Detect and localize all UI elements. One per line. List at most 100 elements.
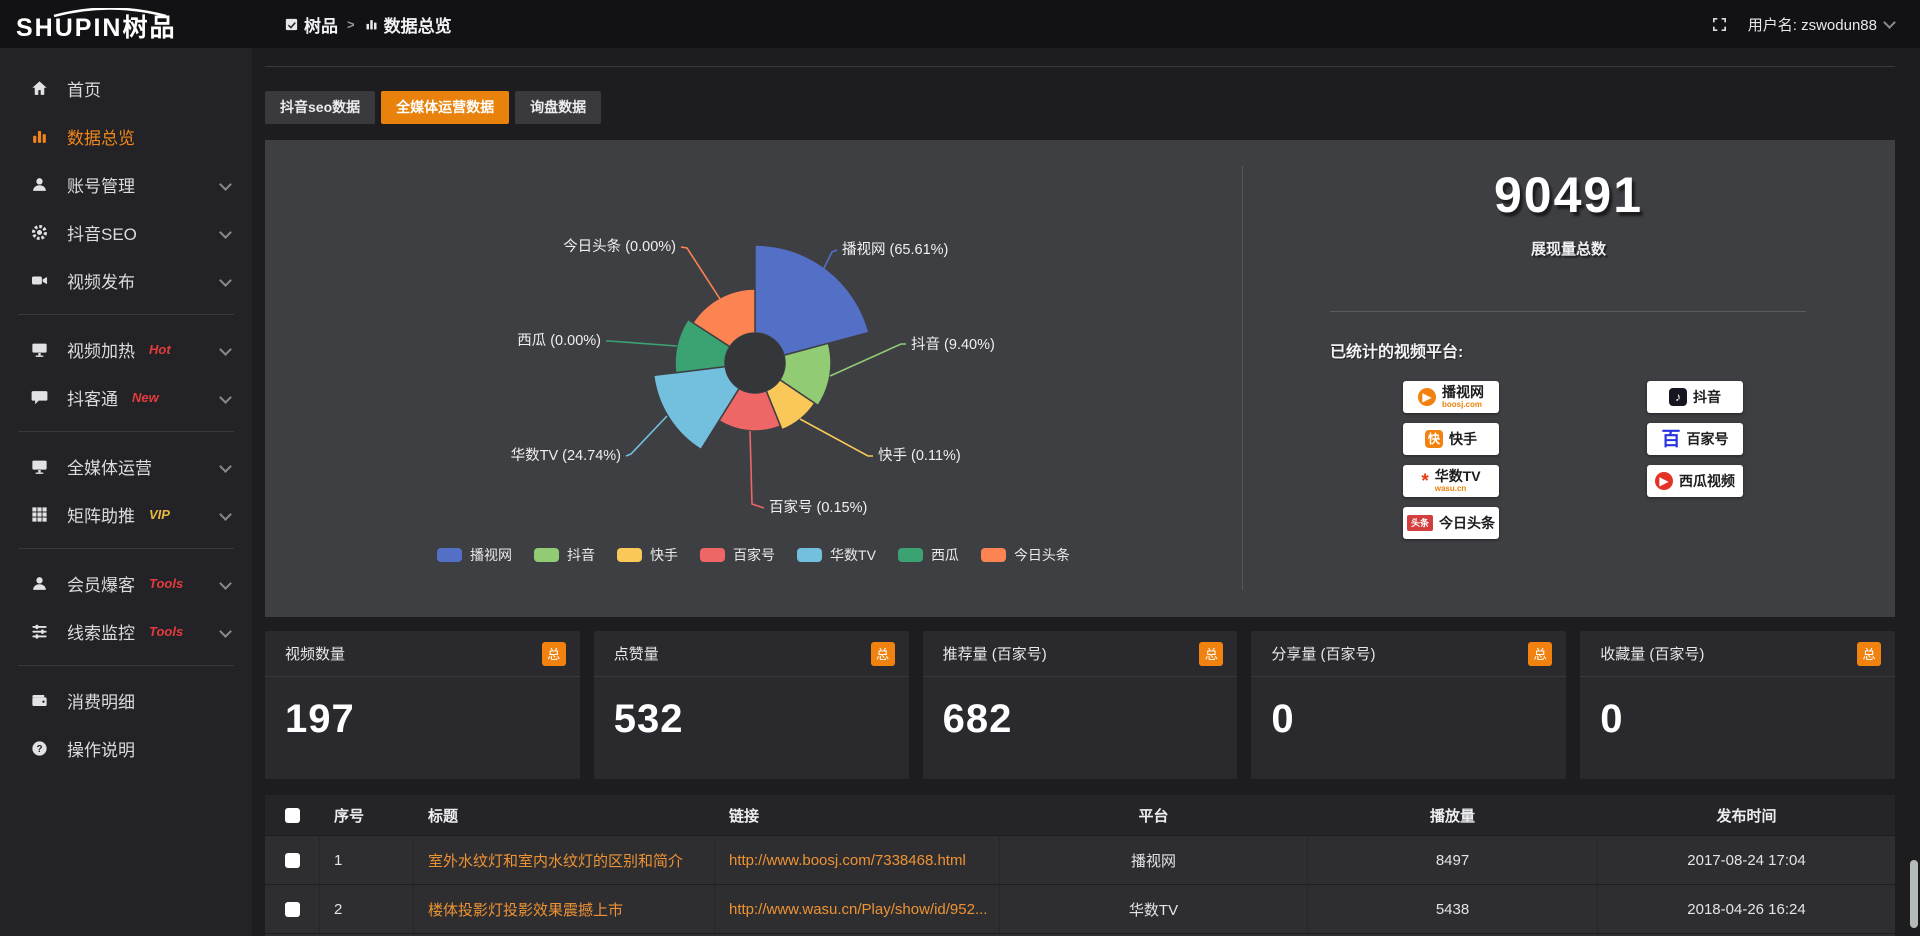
sidebar-divider xyxy=(18,665,234,666)
monitor-icon xyxy=(30,457,52,476)
sidebar-item-douketong[interactable]: 抖客通 New xyxy=(0,373,252,421)
sidebar-item-douyin-seo[interactable]: 抖音SEO xyxy=(0,208,252,256)
video-url-link[interactable]: http://www.boosj.com/7338468.html xyxy=(729,851,966,869)
total-badge[interactable]: 总 xyxy=(870,641,895,666)
fullscreen-icon[interactable] xyxy=(1711,16,1728,33)
tab-douyin-seo-data[interactable]: 抖音seo数据 xyxy=(265,91,376,124)
legend-item-华数TV[interactable]: 华数TV xyxy=(797,545,876,565)
pie-slice-华数TV[interactable] xyxy=(652,365,741,451)
table-row: 1 室外水纹灯和室内水纹灯的区别和简介 http://www.boosj.com/7… xyxy=(265,836,1895,885)
table-header-cell: 标题 xyxy=(414,795,715,835)
sidebar-item-matrix-boost[interactable]: 矩阵助推 VIP xyxy=(0,490,252,538)
platform-logo-kuaishou: 快 xyxy=(1425,430,1443,448)
total-impressions-label: 展现量总数 xyxy=(1530,241,1606,258)
table-cell: http://www.boosj.com/7338468.html xyxy=(715,836,1000,884)
chevron-down-icon xyxy=(219,339,232,359)
video-url-link[interactable]: http://www.wasu.cn/Play/show/id/952... xyxy=(729,900,988,918)
tab-inquiry-data[interactable]: 询盘数据 xyxy=(515,91,602,124)
sidebar-item-badge: Tools xyxy=(149,575,184,591)
chevron-down-icon xyxy=(219,387,232,407)
legend-label: 今日头条 xyxy=(1013,547,1070,563)
sidebar-item-label: 视频发布 xyxy=(67,272,135,292)
sidebar-item-data-overview[interactable]: 数据总览 xyxy=(0,112,252,160)
video-table: 序号 标题 链接 平台 播放量 发布时间 1 室外水纹灯和室内水纹灯的区别和简介 http://… xyxy=(265,795,1895,936)
label-leader-西瓜 xyxy=(606,340,678,347)
platform-badge-label: 今日头条 xyxy=(1439,515,1495,531)
legend-item-快手[interactable]: 快手 xyxy=(617,545,678,565)
gear-icon xyxy=(30,223,52,242)
platform-badge-boosj[interactable]: ▶ 播视网 boosj.com xyxy=(1403,381,1499,413)
sidebar-item-video-publish[interactable]: 视频发布 xyxy=(0,256,252,304)
platform-badge-wasu[interactable]: * 华数TV wasu.cn xyxy=(1403,465,1499,497)
row-checkbox[interactable] xyxy=(284,852,300,868)
sidebar-item-home[interactable]: 首页 xyxy=(0,64,252,112)
sidebar-item-account-manage[interactable]: 账号管理 xyxy=(0,160,252,208)
sidebar-item-consume-detail[interactable]: 消费明细 xyxy=(0,676,252,724)
legend-item-百家号[interactable]: 百家号 xyxy=(700,545,775,565)
sidebar-item-clue-monitor[interactable]: 线索监控 Tools xyxy=(0,607,252,655)
stat-card-header: 收藏量 (百家号) 总 xyxy=(1580,631,1895,677)
breadcrumb: 树品 > 数据总览 xyxy=(284,12,452,37)
legend-item-今日头条[interactable]: 今日头条 xyxy=(980,545,1070,565)
breadcrumb-separator: > xyxy=(347,16,355,32)
total-badge[interactable]: 总 xyxy=(1856,641,1881,666)
legend-label: 快手 xyxy=(650,547,679,563)
sidebar-item-label: 操作说明 xyxy=(67,740,135,760)
bar-chart-icon xyxy=(30,127,52,146)
stat-card-label: 分享量 (百家号) xyxy=(1271,646,1376,663)
table-cell: 2 xyxy=(320,885,414,933)
table-cell: 5438 xyxy=(1308,885,1598,933)
legend-item-西瓜[interactable]: 西瓜 xyxy=(897,545,959,565)
sidebar-item-label: 数据总览 xyxy=(67,128,135,148)
legend-item-播视网[interactable]: 播视网 xyxy=(437,545,512,565)
page-scrollbar[interactable] xyxy=(1910,860,1918,928)
stat-cards: 视频数量总 197 点赞量总 532 推荐量 (百家号) 总 682 分享量 (百家号) 总 0 收… xyxy=(265,631,1895,779)
platform-badge-toutiao[interactable]: 头条 今日头条 xyxy=(1403,507,1499,539)
legend-item-抖音[interactable]: 抖音 xyxy=(534,545,595,565)
sidebar-item-member-baoke[interactable]: 会员爆客 Tools xyxy=(0,559,252,607)
sidebar-item-video-heat[interactable]: 视频加热 Hot xyxy=(0,325,252,373)
user-icon xyxy=(30,574,52,593)
platform-badge-kuaishou[interactable]: 快快手 xyxy=(1403,423,1499,455)
platform-badge-douyin[interactable]: ♪ 抖音 xyxy=(1647,381,1743,413)
legend-swatch xyxy=(617,548,643,562)
platform-badge-text: 华数TV wasu.cn xyxy=(1435,469,1481,493)
video-title-link[interactable]: 室外水纹灯和室内水纹灯的区别和简介 xyxy=(428,852,684,870)
total-badge[interactable]: 总 xyxy=(541,641,566,666)
table-header-cell: 链接 xyxy=(715,795,1000,835)
chevron-down-icon xyxy=(219,621,232,641)
user-menu[interactable]: 用户名: zswodun88 xyxy=(1748,14,1896,35)
platform-badge-xigua[interactable]: ▶ 西瓜视频 xyxy=(1647,465,1743,497)
sliders-icon xyxy=(30,622,52,641)
row-checkbox[interactable] xyxy=(284,901,300,917)
breadcrumb-item-home[interactable]: 树品 xyxy=(284,12,338,37)
total-badge[interactable]: 总 xyxy=(1528,641,1553,666)
platform-badge-label: 播视网 xyxy=(1442,384,1484,400)
sidebar-item-label: 全媒体运营 xyxy=(67,458,152,478)
legend-swatch xyxy=(700,548,726,562)
stat-card-like-count: 点赞量 总 532 xyxy=(593,631,909,779)
legend-label: 西瓜 xyxy=(930,547,959,563)
svg-text:?: ? xyxy=(36,743,42,754)
home-icon xyxy=(30,79,52,98)
sidebar-item-help[interactable]: ? 操作说明 xyxy=(0,724,252,772)
legend-swatch xyxy=(897,548,923,562)
select-all-checkbox[interactable] xyxy=(284,807,300,823)
platform-badge-text: 快手 xyxy=(1449,432,1477,446)
sidebar-item-label: 线索监控 xyxy=(67,623,135,643)
video-title-link[interactable]: 楼体投影灯投影效果震撼上市 xyxy=(428,901,624,919)
logo-text: SHUPIN树品 xyxy=(16,13,177,42)
label-leader-抖音 xyxy=(829,343,906,377)
sidebar-item-omni-media[interactable]: 全媒体运营 xyxy=(0,442,252,490)
breadcrumb-item-current[interactable]: 数据总览 xyxy=(364,12,452,37)
legend-swatch xyxy=(437,548,463,562)
tab-omni-media-data[interactable]: 全媒体运营数据 xyxy=(381,91,510,124)
pie-label-西瓜: 西瓜 (0.00%) xyxy=(517,333,601,349)
total-badge[interactable]: 总 xyxy=(1199,641,1224,666)
rose-chart[interactable]: 播视网 (65.61%) 抖音 (9.40%) 快手 (0.11%) 百家号 (0.1… xyxy=(265,140,1242,617)
table-cell xyxy=(265,885,320,933)
stat-card-value: 197 xyxy=(285,697,355,741)
chart-legend: 播视网 抖音 快手 百家号 华数TV 西瓜 今日头条 xyxy=(265,545,1242,565)
platform-badge-baijiahao[interactable]: 百百家号 xyxy=(1647,423,1743,455)
